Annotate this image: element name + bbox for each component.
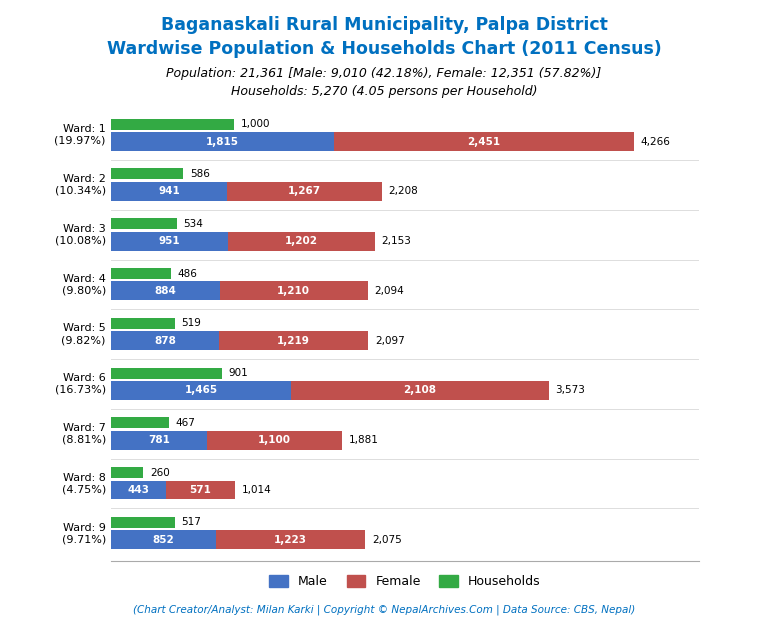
Bar xyxy=(219,331,368,350)
Bar xyxy=(207,430,342,450)
Text: 2,075: 2,075 xyxy=(372,535,402,545)
Text: 443: 443 xyxy=(127,485,150,495)
Bar xyxy=(290,381,548,400)
Text: 1,815: 1,815 xyxy=(206,136,239,146)
Bar xyxy=(111,168,183,179)
Bar xyxy=(220,282,368,300)
Text: 901: 901 xyxy=(228,368,248,378)
Text: 1,219: 1,219 xyxy=(277,336,310,346)
Text: 1,223: 1,223 xyxy=(274,535,307,545)
Bar xyxy=(111,381,290,400)
Text: 1,210: 1,210 xyxy=(277,286,310,296)
Text: 586: 586 xyxy=(190,169,210,179)
Text: Wardwise Population & Households Chart (2011 Census): Wardwise Population & Households Chart (… xyxy=(107,40,661,59)
Text: 878: 878 xyxy=(154,336,176,346)
Text: 534: 534 xyxy=(184,219,204,229)
Bar xyxy=(111,368,222,379)
Bar xyxy=(111,182,227,201)
Bar xyxy=(111,331,219,350)
Bar xyxy=(111,530,216,549)
Text: 486: 486 xyxy=(177,269,197,278)
Text: 571: 571 xyxy=(190,485,211,495)
Bar xyxy=(333,132,634,151)
Bar xyxy=(227,182,382,201)
Bar xyxy=(111,417,168,428)
Text: 951: 951 xyxy=(159,236,180,246)
Bar xyxy=(228,232,375,250)
Text: 467: 467 xyxy=(175,418,195,428)
Bar xyxy=(111,232,228,250)
Bar xyxy=(111,467,143,478)
Bar xyxy=(111,480,166,500)
Text: 1,100: 1,100 xyxy=(258,435,291,445)
Bar xyxy=(216,530,366,549)
Bar xyxy=(111,517,174,528)
Bar xyxy=(111,318,175,329)
Text: 884: 884 xyxy=(154,286,177,296)
Text: 2,094: 2,094 xyxy=(374,286,404,296)
Bar xyxy=(111,430,207,450)
Text: 1,881: 1,881 xyxy=(349,435,378,445)
Text: (Chart Creator/Analyst: Milan Karki | Copyright © NepalArchives.Com | Data Sourc: (Chart Creator/Analyst: Milan Karki | Co… xyxy=(133,604,635,615)
Text: 2,097: 2,097 xyxy=(375,336,405,346)
Text: 517: 517 xyxy=(181,517,201,528)
Text: 2,108: 2,108 xyxy=(403,386,436,396)
Bar xyxy=(111,268,170,279)
Text: Baganaskali Rural Municipality, Palpa District: Baganaskali Rural Municipality, Palpa Di… xyxy=(161,16,607,34)
Bar xyxy=(166,480,236,500)
Text: 2,208: 2,208 xyxy=(389,186,418,196)
Text: 3,573: 3,573 xyxy=(555,386,585,396)
Text: 1,014: 1,014 xyxy=(242,485,272,495)
Text: 1,000: 1,000 xyxy=(240,119,270,129)
Bar xyxy=(111,282,220,300)
Text: 2,153: 2,153 xyxy=(382,236,412,246)
Text: 2,451: 2,451 xyxy=(467,136,500,146)
Bar xyxy=(111,218,177,229)
Text: 1,202: 1,202 xyxy=(285,236,318,246)
Text: Households: 5,270 (4.05 persons per Household): Households: 5,270 (4.05 persons per Hous… xyxy=(230,85,538,98)
Text: 941: 941 xyxy=(158,186,180,196)
Bar xyxy=(111,119,233,130)
Text: 519: 519 xyxy=(181,318,201,328)
Text: Population: 21,361 [Male: 9,010 (42.18%), Female: 12,351 (57.82%)]: Population: 21,361 [Male: 9,010 (42.18%)… xyxy=(167,67,601,80)
Bar xyxy=(111,132,333,151)
Text: 781: 781 xyxy=(148,435,170,445)
Text: 852: 852 xyxy=(153,535,174,545)
Text: 1,267: 1,267 xyxy=(287,186,321,196)
Legend: Male, Female, Households: Male, Female, Households xyxy=(264,571,546,593)
Text: 260: 260 xyxy=(150,468,170,478)
Text: 1,465: 1,465 xyxy=(184,386,217,396)
Text: 4,266: 4,266 xyxy=(641,136,670,146)
